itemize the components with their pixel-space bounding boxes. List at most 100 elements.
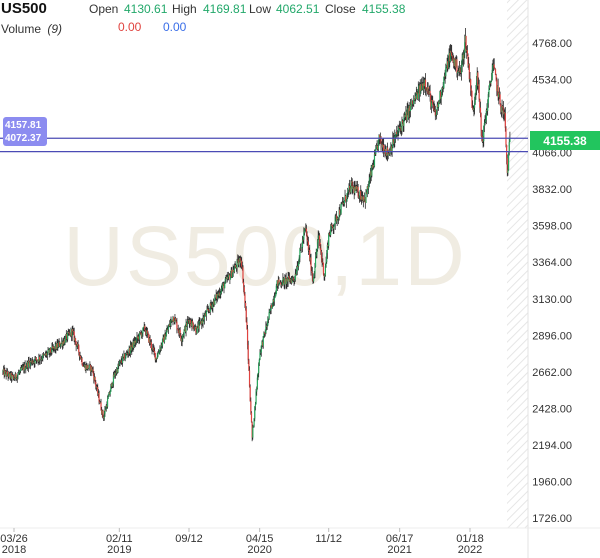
candle-body (342, 202, 344, 204)
candle-body (297, 266, 299, 267)
candle-body (29, 361, 31, 367)
candle-body (437, 101, 440, 108)
candle-body (105, 405, 107, 410)
candle-body (382, 144, 384, 148)
candle-body (23, 366, 25, 371)
candle-body (324, 275, 326, 277)
candle-body (390, 146, 392, 154)
candle-body (437, 104, 439, 108)
candle-body (500, 107, 503, 113)
candle-body (449, 50, 451, 62)
candle-body (81, 358, 83, 365)
candle-body (123, 354, 126, 360)
candle-body (79, 355, 81, 357)
candle-body (197, 324, 199, 327)
candle-body (467, 55, 469, 66)
candle-body (332, 226, 334, 229)
candle-body (14, 378, 16, 380)
candle-body (277, 279, 279, 286)
candle-body (269, 310, 272, 311)
candle-body (208, 310, 210, 312)
candle-body (321, 257, 323, 263)
candle-body (303, 232, 305, 240)
candle-body (432, 104, 434, 106)
candle-body (299, 248, 302, 250)
candle-body (461, 59, 463, 67)
candle-body (140, 332, 142, 334)
candle-body (458, 68, 461, 72)
candle-body (411, 100, 414, 104)
candle-body (22, 366, 24, 368)
x-tick-label: 01/18 (456, 533, 484, 545)
candle-body (49, 348, 51, 354)
candle-body (98, 393, 100, 402)
candle-body (373, 153, 376, 167)
candle-body (165, 331, 168, 336)
candle-body (55, 343, 58, 350)
candle-body (63, 338, 65, 344)
candle-body (431, 100, 433, 101)
candle-body (250, 412, 253, 423)
candle-body (506, 158, 508, 173)
candle-body (246, 321, 248, 330)
candle-body (143, 325, 145, 328)
candle-body (80, 358, 82, 360)
candle-body (95, 382, 97, 387)
x-tick-year: 2021 (387, 544, 411, 556)
candle-body (157, 353, 159, 357)
candle-body (475, 82, 478, 90)
candle-body (337, 218, 340, 220)
candle-body (65, 336, 67, 343)
candle-body (507, 169, 509, 173)
candle-body (484, 122, 486, 124)
line-labels-box[interactable]: 4157.81 4072.37 (3, 117, 47, 146)
candle-body (118, 364, 120, 366)
candle-body (455, 59, 457, 68)
candle-body (328, 233, 330, 235)
candle-body (227, 274, 230, 277)
y-tick-label: 3832.00 (532, 184, 572, 196)
y-tick-label: 4300.00 (532, 111, 572, 123)
candle-body (161, 339, 164, 346)
candle-body (146, 330, 148, 336)
candle-body (17, 372, 20, 375)
candle-body (226, 276, 228, 280)
candle-body (417, 93, 419, 99)
candle-body (133, 341, 135, 345)
candle-body (108, 392, 111, 395)
candle-body (50, 348, 52, 353)
candle-body (61, 341, 64, 346)
candle-body (6, 371, 8, 376)
candle-body (210, 305, 213, 307)
candle-body (178, 329, 181, 334)
candle-body (59, 342, 61, 347)
candle-body (498, 92, 500, 98)
candle-body (497, 85, 499, 98)
candle-body (121, 362, 123, 364)
last-price-tag[interactable]: 4155.38 (530, 131, 600, 150)
candle-body (466, 50, 468, 56)
candle-body (46, 353, 48, 356)
candle-body (35, 357, 37, 360)
candle-body (164, 334, 166, 340)
candle-body (423, 83, 425, 87)
candles-layer (2, 28, 511, 442)
candle-body (356, 186, 358, 190)
candle-body (302, 239, 304, 241)
candle-body (99, 401, 101, 404)
candle-body (132, 342, 134, 349)
candle-body (40, 358, 43, 360)
candle-body (315, 254, 317, 257)
candle-body (454, 59, 456, 67)
candle-body (354, 186, 357, 191)
candle-body (353, 186, 355, 194)
candle-body (174, 318, 176, 323)
candle-body (284, 277, 286, 285)
candle-body (460, 66, 463, 73)
candle-body (18, 372, 20, 374)
candle-body (424, 79, 427, 88)
candle-body (499, 94, 501, 105)
candle-body (235, 266, 238, 269)
candle-body (155, 358, 157, 361)
